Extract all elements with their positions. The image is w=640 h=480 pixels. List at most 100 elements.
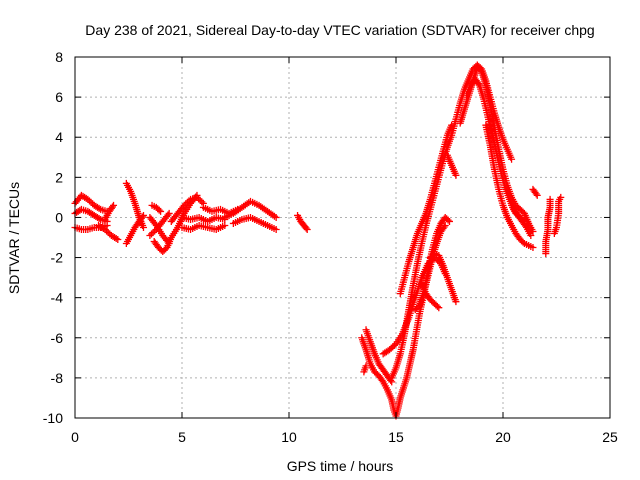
data-point [272,225,280,233]
data-point [165,209,173,217]
data-point [185,197,193,205]
data-point [95,214,103,222]
data-point [444,216,452,224]
data-point [520,217,528,225]
point-trace [178,221,229,233]
data-point [87,198,95,206]
data-point [108,203,116,211]
data-point [546,195,554,203]
point-trace [167,193,207,225]
x-tick-label: 10 [281,429,297,445]
data-point [557,193,565,201]
point-trace [101,201,118,223]
data-point [84,195,92,203]
data-point [527,231,535,239]
data-point [85,197,93,205]
data-point [95,204,103,212]
point-trace [71,191,111,215]
data-point [155,206,163,214]
data-point [303,225,311,233]
data-point [533,191,541,199]
data-point [221,221,229,229]
data-point [182,200,190,208]
data-point [435,304,443,312]
y-tick-label: 0 [55,209,63,225]
data-point [114,236,122,244]
data-point [519,238,527,246]
data-point [433,302,441,310]
point-trace [148,201,165,215]
point-trace [482,121,537,252]
data-point [183,198,191,206]
chart-title: Day 238 of 2021, Sidereal Day-to-day VTE… [85,22,594,38]
data-point [302,224,310,232]
data-point [378,376,386,384]
data-point [149,228,157,236]
point-trace [221,197,280,221]
data-point [110,201,118,209]
data-point [193,193,201,201]
x-tick-label: 5 [178,429,186,445]
data-point [151,220,159,228]
point-trace [508,201,528,225]
point-trace [426,250,460,306]
data-point [448,121,456,129]
point-trace [146,209,173,239]
y-tick-label: 8 [55,49,63,65]
data-point [446,217,453,225]
data-point [196,196,204,204]
data-point [139,223,147,231]
data-point [112,235,120,243]
x-axis-title: GPS time / hours [287,458,394,474]
point-trace [443,151,460,179]
x-tick-labels: 0 5 10 15 20 25 [71,429,618,445]
y-tick-labels: -10 -8 -6 -4 -2 0 2 4 6 8 [43,49,63,426]
data-point [101,225,109,233]
data-point [389,343,397,351]
point-trace [396,121,456,298]
x-tick-label: 0 [71,429,79,445]
y-tick-label: -8 [51,370,64,386]
point-trace [550,193,565,237]
y-tick-label: -2 [51,250,64,266]
point-trace [229,213,280,233]
data-point [521,222,529,230]
x-tick-label: 20 [495,429,511,445]
data-point [146,231,154,239]
data-point [272,213,280,221]
data-point [195,195,203,203]
data-point [148,230,156,238]
data-point [138,213,146,221]
point-trace [542,195,554,258]
data-points [71,61,565,420]
data-point [104,228,112,236]
data-point [386,346,394,354]
plot-frame [74,56,611,419]
data-point [529,244,537,252]
data-point [180,201,188,209]
point-trace [529,185,541,199]
point-trace [362,326,396,386]
data-point [390,341,398,349]
data-point [103,227,111,235]
data-point [474,80,482,88]
y-tick-label: -6 [51,330,64,346]
point-trace [294,211,311,233]
y-tick-label: -4 [51,290,64,306]
y-tick-label: 2 [55,169,63,185]
y-axis-title: SDTVAR / TECUs [6,182,22,294]
y-tick-label: 4 [55,129,63,145]
data-point [139,211,147,219]
x-tick-label: 15 [388,429,404,445]
data-point [452,298,460,306]
point-trace [95,221,122,244]
data-point [519,216,527,224]
grid-lines [75,57,610,418]
data-point [452,171,460,179]
data-point [198,198,206,206]
y-tick-label: 6 [55,89,63,105]
data-point [508,155,516,163]
data-point [387,344,395,352]
point-trace [463,75,535,239]
